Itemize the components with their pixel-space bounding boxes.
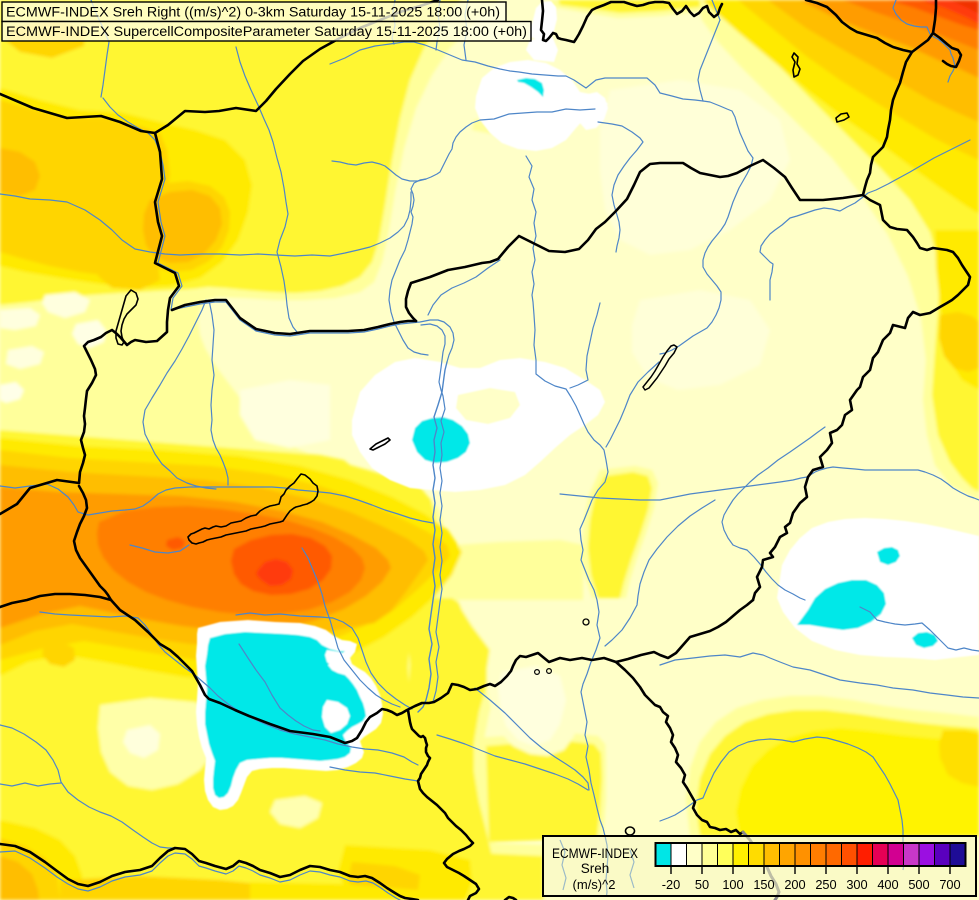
svg-text:Sreh: Sreh: [581, 861, 610, 876]
svg-text:300: 300: [846, 877, 867, 892]
svg-text:200: 200: [784, 877, 805, 892]
svg-text:ECMWF-INDEX SupercellComposite: ECMWF-INDEX SupercellCompositeParameter …: [6, 24, 527, 40]
svg-text:400: 400: [877, 877, 898, 892]
svg-text:700: 700: [939, 877, 960, 892]
svg-text:100: 100: [722, 877, 743, 892]
svg-text:-20: -20: [662, 877, 681, 892]
svg-text:250: 250: [815, 877, 836, 892]
svg-text:150: 150: [753, 877, 774, 892]
svg-text:(m/s)^2: (m/s)^2: [573, 877, 616, 892]
svg-text:ECMWF-INDEX: ECMWF-INDEX: [552, 846, 638, 861]
svg-text:ECMWF-INDEX Sreh Right ((m/s)^: ECMWF-INDEX Sreh Right ((m/s)^2) 0-3km S…: [6, 5, 500, 21]
svg-text:500: 500: [908, 877, 929, 892]
svg-text:50: 50: [695, 877, 709, 892]
